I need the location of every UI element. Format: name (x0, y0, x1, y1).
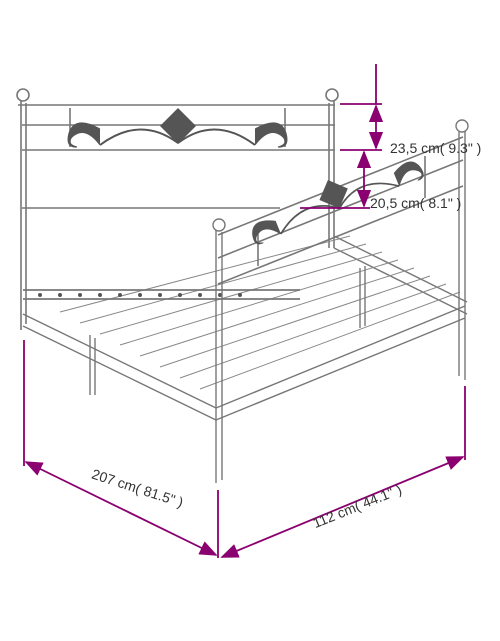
dim-label-headboard-top: 23,5 cm( 9.3" ) (390, 140, 481, 156)
headboard-scroll-ornament (68, 108, 287, 147)
dim-label-headboard-mid: 20,5 cm( 8.1" ) (370, 195, 461, 211)
bed-dimension-drawing (0, 0, 500, 641)
headboard (17, 89, 338, 330)
